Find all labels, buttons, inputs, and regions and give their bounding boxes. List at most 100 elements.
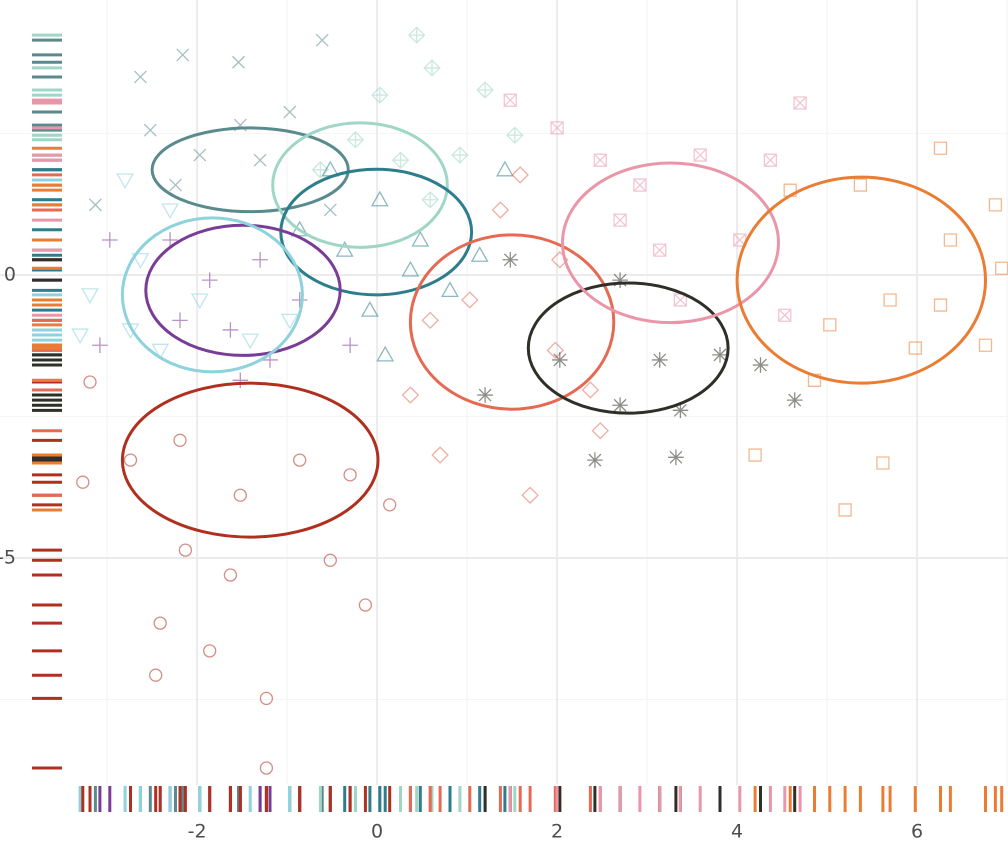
point xyxy=(763,153,778,167)
point xyxy=(88,198,102,212)
point xyxy=(176,48,190,62)
point xyxy=(293,453,307,467)
point xyxy=(783,183,797,197)
point xyxy=(551,352,568,368)
point xyxy=(131,253,150,269)
point xyxy=(173,433,187,447)
point xyxy=(92,337,108,354)
point xyxy=(123,453,138,467)
point xyxy=(401,260,420,277)
point xyxy=(161,203,180,220)
point xyxy=(401,386,420,404)
point xyxy=(521,486,539,504)
confidence-ellipse xyxy=(120,216,304,374)
point xyxy=(233,488,247,502)
point xyxy=(153,616,167,630)
y-tick-label: -5 xyxy=(0,547,16,569)
series xyxy=(32,375,397,812)
point xyxy=(431,446,449,464)
series xyxy=(32,33,337,812)
point xyxy=(253,153,267,167)
x-axis-label: PC1 (Accounts for 38.04% of Variance) xyxy=(304,853,826,856)
point xyxy=(778,308,792,322)
point xyxy=(511,166,529,184)
point xyxy=(477,387,493,403)
point xyxy=(358,598,373,612)
point xyxy=(151,343,170,360)
point xyxy=(933,298,948,312)
point xyxy=(371,86,389,104)
point xyxy=(807,373,822,387)
point xyxy=(203,644,217,658)
point xyxy=(252,251,268,268)
point xyxy=(81,288,99,304)
point xyxy=(933,141,948,155)
point xyxy=(193,148,207,162)
point xyxy=(423,59,441,77)
point xyxy=(502,251,519,268)
point xyxy=(550,121,564,135)
point xyxy=(133,70,147,84)
point xyxy=(335,241,354,257)
x-tick-label: -2 xyxy=(188,821,207,843)
point xyxy=(581,381,600,399)
point xyxy=(169,178,182,192)
point xyxy=(593,153,607,167)
point xyxy=(291,292,308,308)
confidence-ellipse xyxy=(526,281,730,415)
point xyxy=(470,246,489,262)
point xyxy=(495,160,514,177)
point xyxy=(672,402,689,419)
series xyxy=(32,173,299,812)
series xyxy=(32,251,803,812)
point xyxy=(995,261,1008,275)
confidence-ellipse xyxy=(561,161,780,325)
point xyxy=(461,291,479,309)
confidence-ellipse xyxy=(279,167,474,297)
x-tick-label: 4 xyxy=(731,821,743,843)
point xyxy=(612,272,628,288)
point xyxy=(83,375,97,389)
point xyxy=(491,201,510,219)
point xyxy=(451,146,469,164)
point xyxy=(476,81,494,99)
series xyxy=(32,166,610,812)
y-tick-label: 0 xyxy=(4,264,16,286)
point xyxy=(241,333,260,350)
point xyxy=(503,93,517,107)
point xyxy=(786,392,803,408)
point xyxy=(712,347,728,363)
point xyxy=(383,498,397,512)
confidence-ellipse xyxy=(271,121,449,249)
point xyxy=(546,341,565,360)
point xyxy=(323,203,337,217)
point xyxy=(823,318,837,332)
point xyxy=(178,543,193,557)
point xyxy=(71,328,90,345)
confidence-ellipse xyxy=(144,223,342,357)
point xyxy=(360,301,379,317)
point xyxy=(838,503,852,517)
point xyxy=(149,668,163,682)
point xyxy=(908,341,922,355)
point xyxy=(752,357,769,373)
point xyxy=(668,449,684,466)
point xyxy=(651,352,668,368)
point xyxy=(653,243,667,257)
point xyxy=(232,372,249,389)
point xyxy=(883,293,897,307)
x-tick-label: 0 xyxy=(371,821,383,843)
point xyxy=(315,33,329,47)
point xyxy=(988,198,1003,212)
series xyxy=(32,93,807,812)
point xyxy=(76,475,90,489)
point xyxy=(280,313,299,330)
point xyxy=(376,345,395,362)
confidence-ellipse xyxy=(735,175,987,385)
confidence-ellipse xyxy=(408,233,616,411)
point xyxy=(323,553,337,567)
point xyxy=(978,338,993,352)
x-tick-label: 2 xyxy=(551,821,563,843)
point xyxy=(346,131,365,149)
